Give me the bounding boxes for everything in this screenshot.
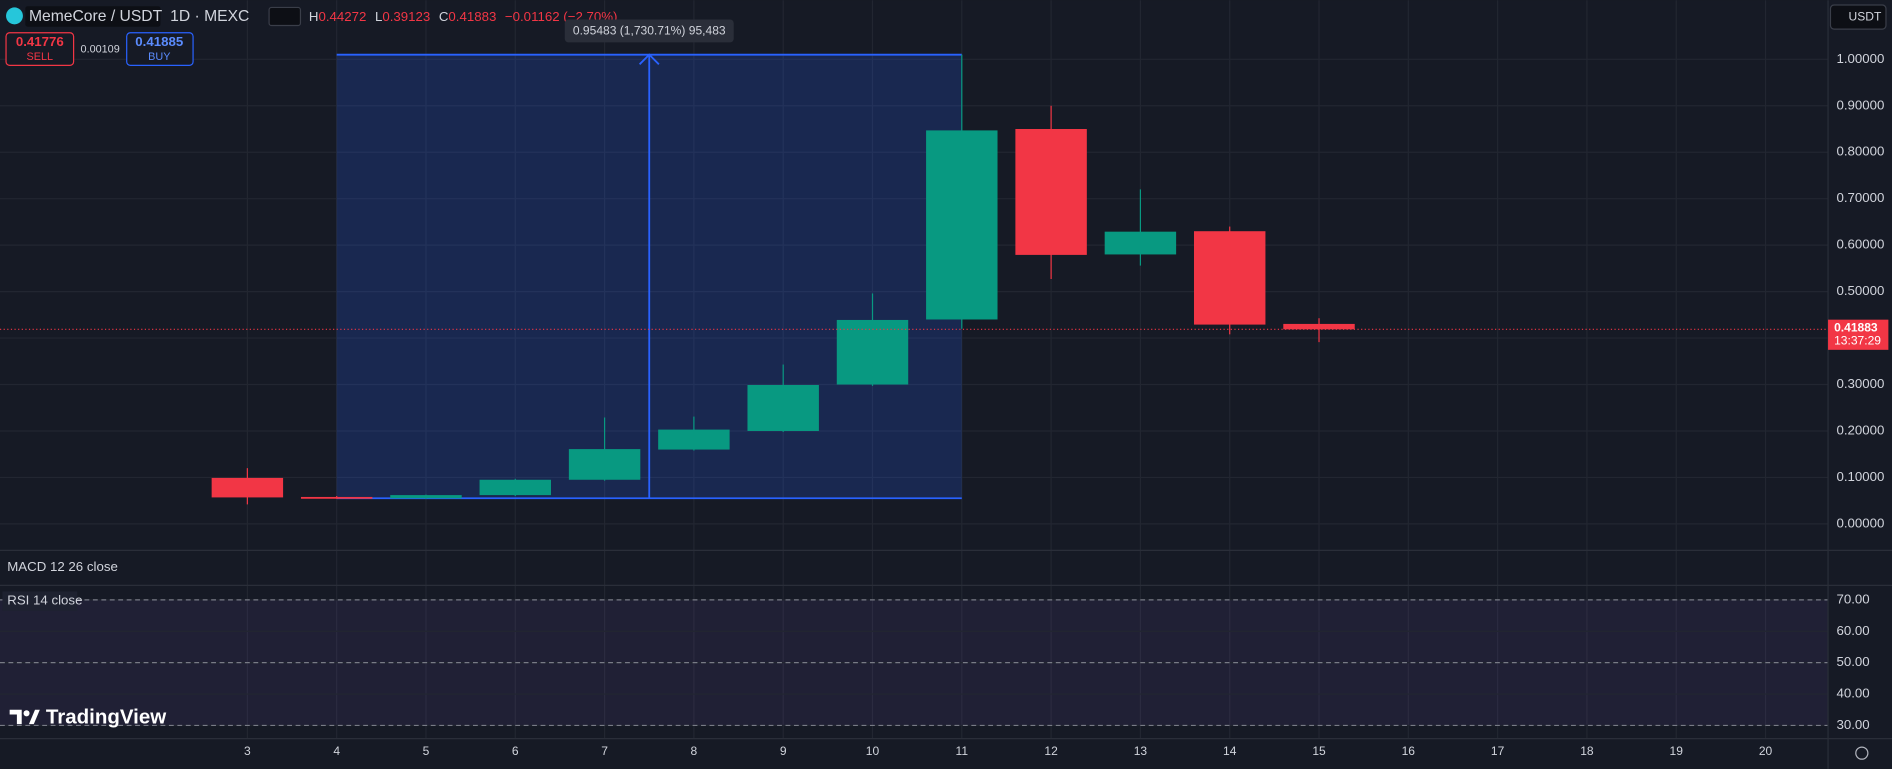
y-tick-label: 40.00 xyxy=(1836,686,1869,701)
buy-button[interactable] xyxy=(126,32,194,66)
y-tick-label: 0.50000 xyxy=(1836,283,1884,298)
macd-title: MACD 12 26 close xyxy=(7,559,118,574)
x-tick-label: 10 xyxy=(866,744,880,758)
settings-button[interactable] xyxy=(1855,746,1869,760)
candle-body xyxy=(658,429,730,450)
y-tick-label: 60.00 xyxy=(1836,623,1869,638)
candle-body xyxy=(390,495,462,499)
x-tick-label: 13 xyxy=(1134,744,1148,758)
x-tick-label: 12 xyxy=(1044,744,1058,758)
buy-label: BUY xyxy=(148,51,170,63)
grid-layer xyxy=(0,0,1829,739)
currency-button[interactable] xyxy=(1829,4,1887,30)
rsi-title: RSI 14 close xyxy=(7,593,82,608)
x-tick-label: 8 xyxy=(691,744,698,758)
measure-label-bg xyxy=(564,19,734,43)
y-tick-label: 0.60000 xyxy=(1836,237,1884,252)
symbol-logo xyxy=(6,7,23,25)
x-tick-label: 4 xyxy=(333,744,340,758)
candle-body xyxy=(568,449,641,480)
x-tick-label: 5 xyxy=(423,744,430,758)
low-value: 0.39123 xyxy=(382,9,430,24)
x-tick-label: 15 xyxy=(1312,744,1326,758)
symbol[interactable]: MemeCore / USDT xyxy=(29,8,163,25)
x-tick-label: 17 xyxy=(1491,744,1505,758)
close-label: C xyxy=(439,9,449,24)
x-tick-label: 19 xyxy=(1670,744,1684,758)
y-tick-label: 1.00000 xyxy=(1836,51,1884,66)
sell-button[interactable] xyxy=(5,32,75,66)
currency: USDT xyxy=(1849,9,1882,23)
candle-body xyxy=(300,496,373,499)
y-tick-label: 0.00000 xyxy=(1836,515,1884,530)
candle-body xyxy=(926,130,998,320)
sell-price: 0.41776 xyxy=(16,34,64,49)
brand-name: TradingView xyxy=(46,706,166,729)
brand-icon xyxy=(28,709,40,725)
y-tick-label: 0.80000 xyxy=(1836,144,1884,159)
x-tick-label: 11 xyxy=(956,744,969,758)
y-tick-label: 30.00 xyxy=(1836,717,1869,732)
candle-body xyxy=(479,479,552,496)
high-label: H xyxy=(309,9,319,24)
x-tick-label: 7 xyxy=(601,744,608,758)
y-tick-label: 50.00 xyxy=(1836,654,1869,669)
x-tick-label: 14 xyxy=(1223,744,1237,758)
candle-body xyxy=(1283,323,1355,330)
last-price-tag xyxy=(1828,319,1889,350)
candle-body xyxy=(211,477,284,498)
low-label: L xyxy=(375,9,382,24)
x-tick-label: 9 xyxy=(780,744,787,758)
y-tick-label: 0.90000 xyxy=(1836,97,1884,112)
measure-label: 0.95483 (1,730.71%) 95,483 xyxy=(573,24,726,38)
y-tick-label: 0.10000 xyxy=(1836,469,1884,484)
candle-body xyxy=(747,384,819,431)
x-tick-label: 3 xyxy=(244,744,251,758)
sell-label: SELL xyxy=(27,51,54,63)
rsi-title-bg xyxy=(2,591,78,611)
more-button[interactable] xyxy=(268,6,302,27)
y-tick-label: 0.30000 xyxy=(1836,376,1884,391)
candle-body xyxy=(1193,231,1266,325)
buy-price: 0.41885 xyxy=(135,34,184,49)
y-tick-label: 0.70000 xyxy=(1836,190,1884,205)
x-tick-label: 18 xyxy=(1580,744,1594,758)
last-price-label: 0.41883 xyxy=(1834,320,1878,334)
mark-layer xyxy=(0,53,1829,505)
y-tick-label: 0.20000 xyxy=(1836,422,1884,437)
symbol-bg xyxy=(25,6,161,27)
candle-body xyxy=(836,319,909,385)
close-value: 0.41883 xyxy=(448,9,496,24)
countdown: 13:37:29 xyxy=(1834,334,1881,348)
candle-body xyxy=(1015,129,1087,255)
x-tick-label: 20 xyxy=(1759,744,1773,758)
spread: 0.00109 xyxy=(81,44,120,56)
high-value: 0.44272 xyxy=(318,9,366,24)
candle-body xyxy=(1104,231,1177,255)
measure-arrowhead xyxy=(638,53,660,65)
interval[interactable]: 1D · MEXC xyxy=(170,8,249,25)
brand-icon xyxy=(23,710,30,717)
y-tick-label: 70.00 xyxy=(1836,591,1869,606)
x-tick-label: 16 xyxy=(1402,744,1416,758)
brand-logo xyxy=(9,709,40,725)
brand-icon xyxy=(9,709,22,725)
x-tick-label: 6 xyxy=(512,744,519,758)
